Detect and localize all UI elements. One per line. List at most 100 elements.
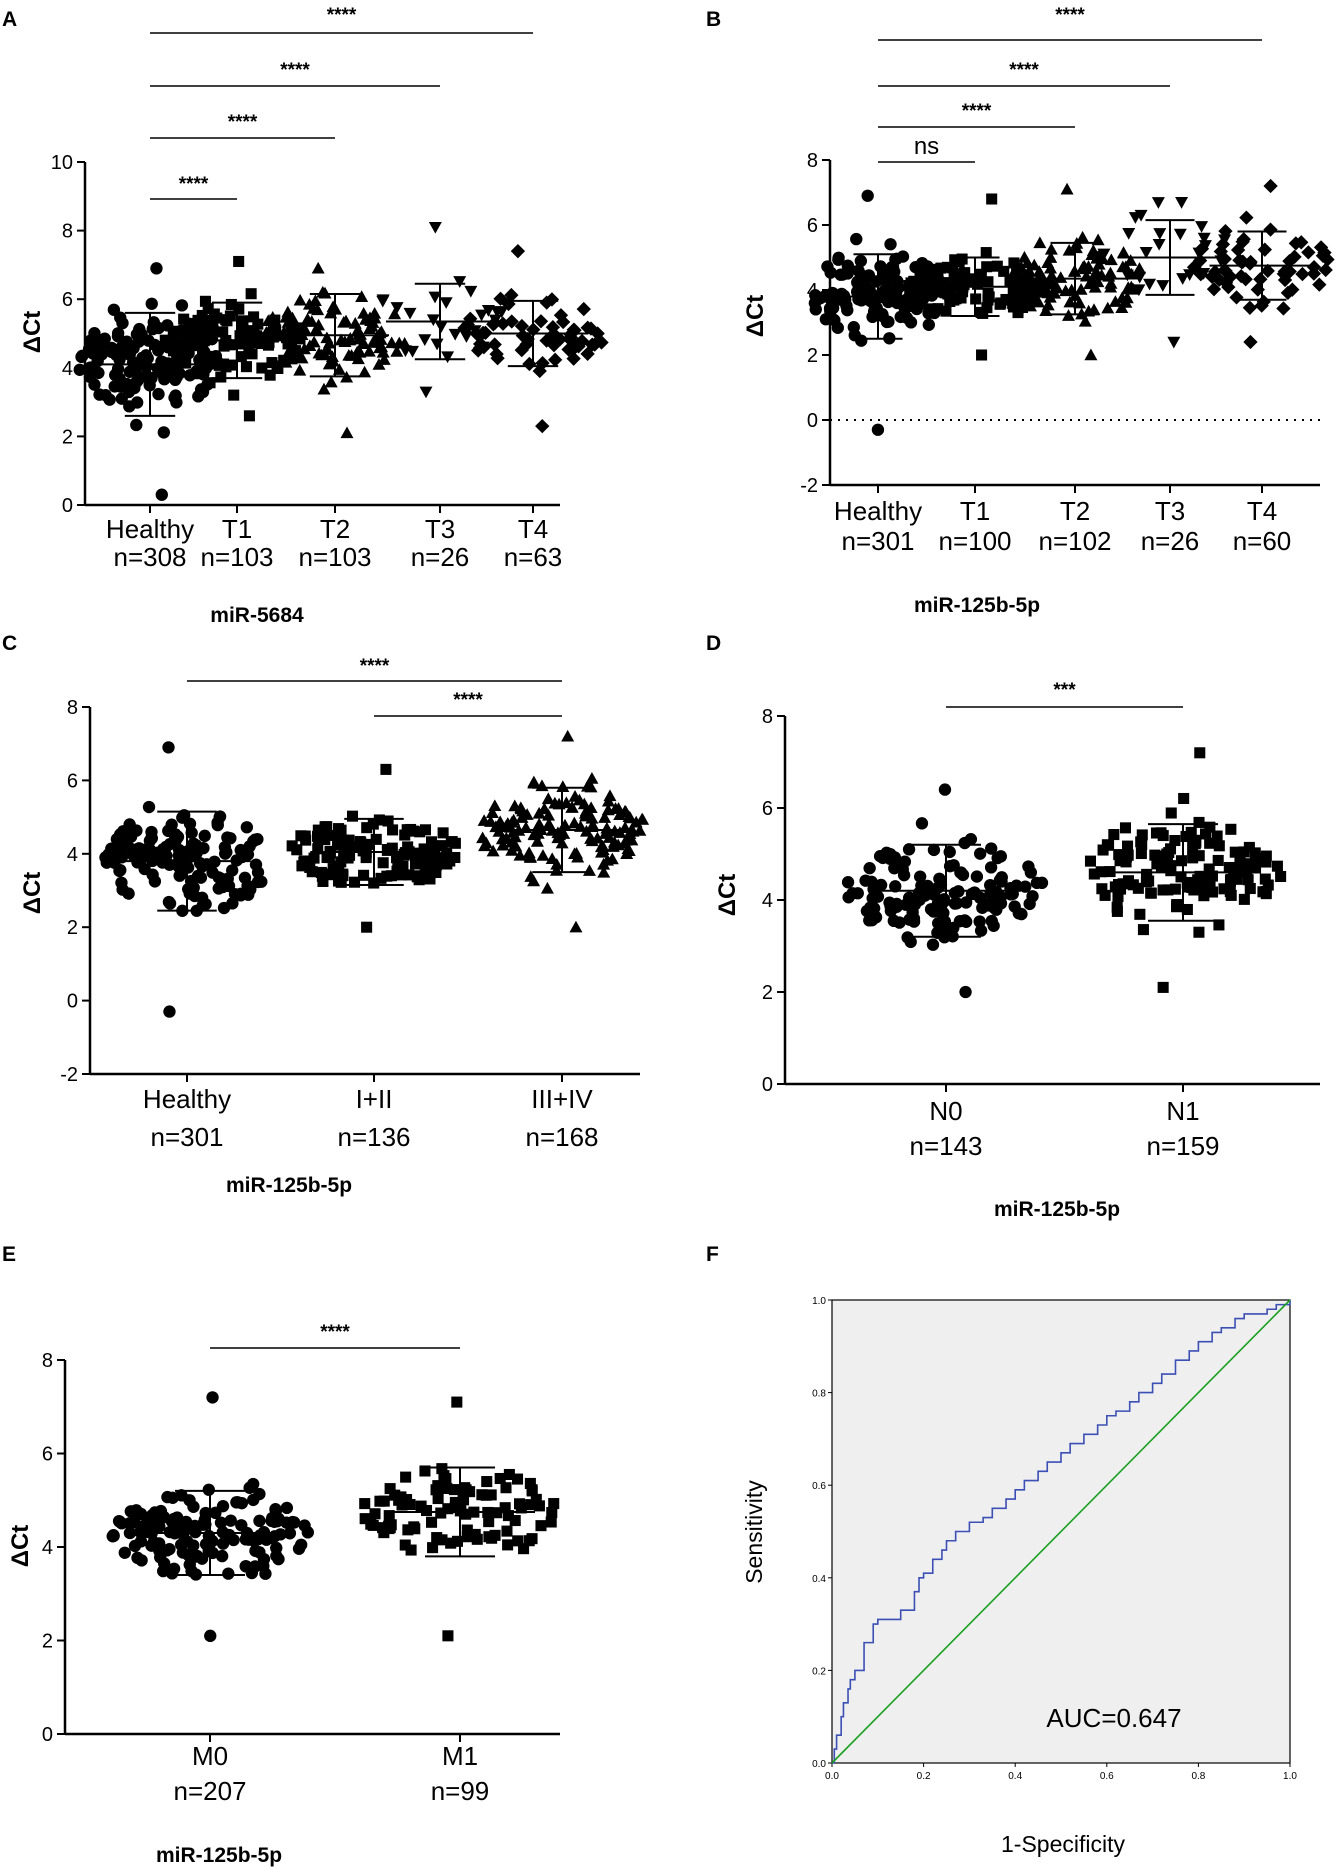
data-point	[131, 1551, 144, 1565]
data-point	[170, 370, 183, 384]
data-point	[925, 263, 937, 275]
data-point	[130, 418, 143, 432]
data-point	[1277, 272, 1293, 288]
data-point	[471, 343, 486, 358]
panel-b: B-202468ΔCtmiR-125b-5pHealthyn=301T1n=10…	[706, 5, 1335, 617]
data-point	[198, 829, 211, 843]
data-point	[377, 857, 389, 869]
data-point	[902, 843, 916, 856]
data-point	[1260, 886, 1272, 898]
y-tick-label: 1.0	[812, 1296, 826, 1307]
data-point	[544, 292, 560, 307]
data-point	[420, 1504, 433, 1517]
data-point	[302, 297, 316, 310]
data-point	[1193, 267, 1208, 282]
sample-size-label: n=103	[298, 542, 371, 572]
data-point	[451, 1396, 463, 1408]
data-point	[1225, 889, 1237, 901]
data-point	[1156, 280, 1170, 292]
data-point	[442, 1630, 454, 1642]
data-point	[208, 308, 220, 320]
data-point	[1050, 281, 1064, 294]
data-point	[248, 311, 260, 323]
panel-a: A0246810ΔCtmiR-5684Healthyn=308T1n=103T2…	[2, 5, 609, 627]
data-point	[1033, 236, 1047, 249]
data-point	[257, 1552, 271, 1566]
data-point	[504, 287, 519, 303]
data-point	[1206, 282, 1222, 297]
data-point	[1186, 260, 1202, 275]
data-point	[625, 823, 639, 835]
data-point	[1115, 850, 1127, 862]
category-label: Healthy	[834, 496, 922, 526]
data-point	[976, 349, 988, 361]
chart-title: miR-5684	[210, 604, 304, 627]
data-point	[1169, 835, 1181, 847]
data-point	[958, 836, 971, 850]
data-point	[221, 315, 233, 327]
data-point	[1008, 900, 1021, 913]
sample-size-label: n=60	[1233, 526, 1292, 556]
data-point	[343, 834, 355, 846]
data-point	[207, 320, 219, 332]
data-point	[888, 851, 902, 864]
data-point	[378, 1495, 390, 1507]
data-point	[157, 356, 170, 369]
category-label: T4	[1247, 496, 1277, 526]
data-point	[1120, 269, 1134, 282]
y-tick-label: 4	[762, 890, 773, 912]
data-point	[1285, 282, 1300, 297]
data-point	[390, 345, 404, 357]
data-point	[636, 812, 650, 825]
data-point	[307, 335, 321, 348]
data-point	[343, 332, 357, 344]
data-point	[321, 343, 335, 355]
x-tick-label: 0.0	[825, 1771, 839, 1782]
data-point	[111, 330, 125, 343]
data-point	[532, 806, 546, 819]
data-point	[932, 303, 944, 315]
data-point	[271, 1515, 284, 1528]
data-point	[861, 189, 874, 202]
data-point	[548, 1498, 560, 1510]
data-point	[409, 847, 421, 859]
data-point	[570, 847, 584, 859]
data-point	[1099, 889, 1111, 901]
data-point	[419, 1465, 431, 1477]
data-point	[1122, 227, 1136, 240]
data-point	[907, 893, 920, 907]
data-point	[1229, 846, 1241, 858]
data-point	[501, 1525, 513, 1537]
data-point	[359, 1513, 371, 1525]
data-point	[851, 887, 864, 900]
data-point	[1194, 241, 1210, 256]
data-point	[1193, 816, 1205, 828]
data-point	[249, 858, 263, 871]
x-tick-label: 0.8	[1191, 1771, 1205, 1782]
data-point	[189, 1550, 202, 1563]
data-point	[1165, 860, 1177, 872]
chart-title: miR-125b-5p	[994, 1198, 1120, 1221]
data-point	[572, 793, 586, 806]
data-point	[351, 352, 365, 365]
data-point	[486, 1532, 498, 1544]
data-point	[1122, 875, 1135, 887]
data-point	[171, 1511, 184, 1524]
data-point	[1204, 269, 1220, 284]
data-point	[428, 291, 442, 304]
sample-size-label: n=26	[411, 542, 470, 572]
data-point	[1091, 275, 1105, 288]
roc-curve	[832, 1300, 1291, 1764]
data-point	[1203, 863, 1215, 875]
data-point	[204, 377, 216, 389]
data-point	[342, 348, 356, 361]
data-point	[403, 869, 415, 881]
data-point	[399, 1539, 411, 1551]
data-point	[973, 847, 987, 860]
data-point	[231, 1496, 244, 1509]
data-point	[921, 879, 934, 893]
data-point	[1243, 334, 1258, 350]
data-point	[502, 1510, 514, 1522]
data-point	[983, 291, 995, 303]
data-point	[199, 1506, 212, 1520]
